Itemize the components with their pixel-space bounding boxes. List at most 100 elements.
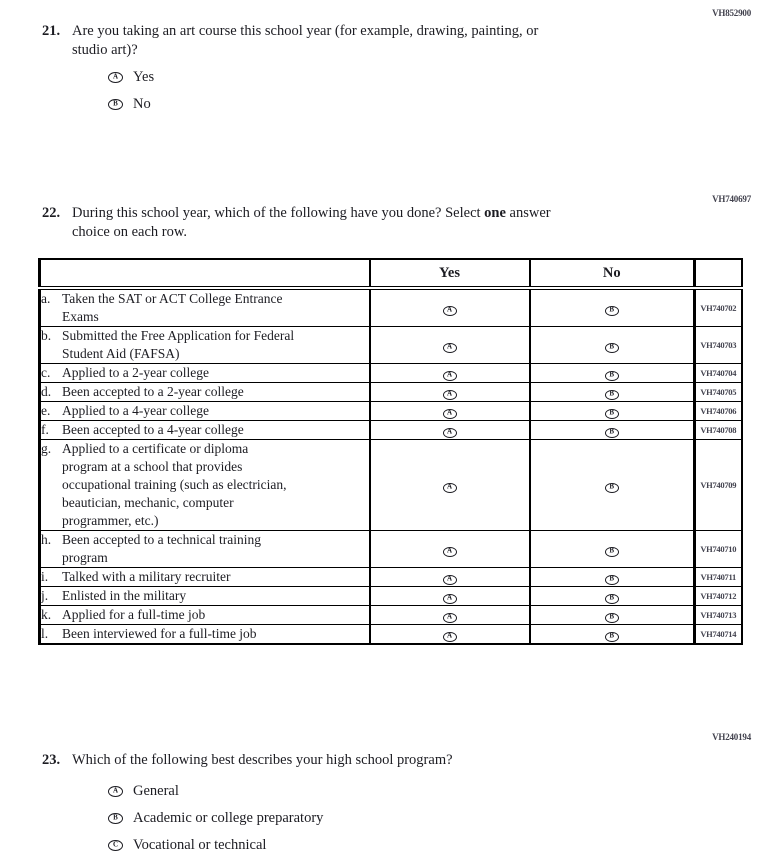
yes-bubble[interactable]: A bbox=[442, 631, 457, 642]
row-statement-cell: c. Applied to a 2-year college bbox=[39, 363, 370, 383]
row-code: VH740706 bbox=[693, 401, 742, 421]
answer-option-label: Yes bbox=[133, 69, 155, 85]
answer-bubble[interactable]: A bbox=[108, 72, 123, 83]
table-header-row: Yes No bbox=[39, 258, 742, 290]
header-statement bbox=[39, 258, 370, 290]
no-bubble[interactable]: B bbox=[604, 370, 619, 381]
yes-bubble[interactable]: A bbox=[442, 305, 457, 316]
row-statement-cell: d. Been accepted to a 2-year college bbox=[39, 382, 370, 402]
row-statement-cell: f. Been accepted to a 4-year college bbox=[39, 420, 370, 440]
yes-bubble[interactable]: A bbox=[442, 408, 457, 419]
row-statement-text: Applied for a full-time job bbox=[62, 607, 206, 622]
row-code: VH740711 bbox=[693, 567, 742, 587]
question-23-code: VH240194 bbox=[712, 732, 751, 742]
row-statement-text: Applied to a 4-year college bbox=[62, 403, 209, 418]
bubble-letter: B bbox=[609, 574, 615, 583]
no-bubble[interactable]: B bbox=[604, 631, 619, 642]
no-bubble[interactable]: B bbox=[604, 389, 619, 400]
row-code: VH740708 bbox=[693, 420, 742, 440]
table-row: f. Been accepted to a 4-year college A B… bbox=[39, 420, 742, 440]
row-statement-text: Talked with a military recruiter bbox=[62, 569, 231, 584]
question-22-code: VH740697 bbox=[712, 194, 751, 204]
row-code: VH740704 bbox=[693, 363, 742, 383]
yes-bubble[interactable]: A bbox=[442, 593, 457, 604]
yes-bubble[interactable]: A bbox=[442, 370, 457, 381]
no-bubble[interactable]: B bbox=[604, 574, 619, 585]
question-21-number: 21. bbox=[42, 23, 61, 39]
answer-option: B No bbox=[108, 95, 647, 114]
bubble-letter: B bbox=[609, 427, 615, 436]
table-row: i. Talked with a military recruiter A B … bbox=[39, 567, 742, 587]
answer-option-label: No bbox=[133, 96, 151, 112]
row-code: VH740703 bbox=[693, 326, 742, 364]
row-code: VH740705 bbox=[693, 382, 742, 402]
row-statement-cell: g. Applied to a certificate or diploma p… bbox=[39, 439, 370, 531]
question-23-text: Which of the following best describes yo… bbox=[72, 752, 453, 768]
no-bubble[interactable]: B bbox=[604, 612, 619, 623]
no-cell: B bbox=[528, 420, 695, 440]
table-row: c. Applied to a 2-year college A B VH740… bbox=[39, 363, 742, 383]
bubble-letter: B bbox=[609, 612, 615, 621]
row-statement-text: Submitted the Free Application for Feder… bbox=[62, 328, 295, 361]
question-21-options: A Yes B No bbox=[108, 68, 647, 114]
row-letter: f. bbox=[41, 422, 49, 437]
bubble-letter: A bbox=[446, 427, 453, 436]
bubble-letter: B bbox=[609, 370, 615, 379]
yes-bubble[interactable]: A bbox=[442, 546, 457, 557]
yes-bubble[interactable]: A bbox=[442, 482, 457, 493]
row-code: VH740709 bbox=[693, 439, 742, 531]
no-bubble[interactable]: B bbox=[604, 342, 619, 353]
bubble-letter: B bbox=[609, 631, 615, 640]
table-row: l. Been interviewed for a full-time job … bbox=[39, 624, 742, 645]
yes-cell: A bbox=[368, 624, 530, 645]
row-statement-cell: k. Applied for a full-time job bbox=[39, 605, 370, 625]
yes-bubble[interactable]: A bbox=[442, 427, 457, 438]
answer-bubble[interactable]: B bbox=[108, 99, 123, 110]
answer-option-label: General bbox=[133, 783, 179, 799]
bubble-letter: A bbox=[446, 482, 453, 491]
yes-cell: A bbox=[368, 530, 530, 568]
bubble-letter: A bbox=[446, 593, 453, 602]
row-statement-text: Been interviewed for a full-time job bbox=[62, 626, 257, 641]
yes-bubble[interactable]: A bbox=[442, 574, 457, 585]
yes-cell: A bbox=[368, 363, 530, 383]
question-23-options: A General B Academic or college preparat… bbox=[108, 782, 662, 855]
yes-cell: A bbox=[368, 567, 530, 587]
header-yes: Yes bbox=[368, 258, 530, 290]
yes-bubble[interactable]: A bbox=[442, 612, 457, 623]
answer-bubble[interactable]: C bbox=[108, 840, 123, 851]
no-cell: B bbox=[528, 287, 695, 327]
yes-bubble[interactable]: A bbox=[442, 342, 457, 353]
yes-cell: A bbox=[368, 605, 530, 625]
answer-bubble[interactable]: B bbox=[108, 813, 123, 824]
row-letter: l. bbox=[41, 626, 49, 641]
row-statement-text: Enlisted in the military bbox=[62, 588, 187, 603]
row-statement-cell: e. Applied to a 4-year college bbox=[39, 401, 370, 421]
no-bubble[interactable]: B bbox=[604, 427, 619, 438]
no-cell: B bbox=[528, 401, 695, 421]
yes-bubble[interactable]: A bbox=[442, 389, 457, 400]
no-cell: B bbox=[528, 586, 695, 606]
question-21-text: Are you taking an art course this school… bbox=[72, 23, 539, 58]
bubble-letter: A bbox=[446, 612, 453, 621]
bubble-letter: B bbox=[609, 482, 615, 491]
answer-bubble[interactable]: A bbox=[108, 786, 123, 797]
no-bubble[interactable]: B bbox=[604, 593, 619, 604]
row-statement-cell: i. Talked with a military recruiter bbox=[39, 567, 370, 587]
no-bubble[interactable]: B bbox=[604, 408, 619, 419]
bubble-letter: A bbox=[446, 370, 453, 379]
question-21-code: VH852900 bbox=[712, 8, 751, 18]
bubble-letter: A bbox=[112, 786, 119, 795]
no-bubble[interactable]: B bbox=[604, 546, 619, 557]
no-bubble[interactable]: B bbox=[604, 482, 619, 493]
row-statement-cell: l. Been interviewed for a full-time job bbox=[39, 624, 370, 645]
bubble-letter: B bbox=[609, 342, 615, 351]
bubble-letter: B bbox=[609, 389, 615, 398]
bubble-letter: B bbox=[609, 305, 615, 314]
row-statement-cell: b. Submitted the Free Application for Fe… bbox=[39, 326, 370, 364]
question-22-text-part: answer bbox=[505, 205, 551, 221]
header-code bbox=[693, 258, 742, 290]
no-bubble[interactable]: B bbox=[604, 305, 619, 316]
table-row: e. Applied to a 4-year college A B VH740… bbox=[39, 401, 742, 421]
row-letter: g. bbox=[41, 441, 52, 456]
